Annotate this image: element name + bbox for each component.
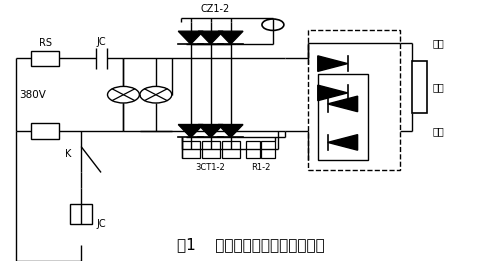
Text: JC: JC [96,37,106,47]
Polygon shape [198,31,223,44]
Polygon shape [218,31,243,44]
Text: 380V: 380V [19,90,46,100]
Polygon shape [318,85,348,101]
Polygon shape [178,31,203,44]
Text: R1-2: R1-2 [251,163,270,172]
Polygon shape [218,124,243,138]
Bar [31,123,59,139]
Bar [318,74,368,160]
Text: 电磁: 电磁 [432,38,444,48]
Bar [182,141,200,158]
Bar [221,141,239,158]
Bar [31,51,59,66]
Text: 辊式: 辊式 [432,82,444,92]
Bar [412,61,427,113]
Text: CZ1-2: CZ1-2 [201,4,230,14]
Polygon shape [328,135,358,150]
Polygon shape [178,124,203,138]
Text: JC: JC [96,219,106,229]
Bar [261,141,275,158]
Text: 图1    电磁辊式磁选机电路原理图: 图1 电磁辊式磁选机电路原理图 [177,238,324,253]
Bar [308,30,400,170]
Polygon shape [328,96,358,112]
Polygon shape [318,56,348,71]
Text: RS: RS [39,38,52,48]
Bar [70,204,92,224]
Text: 磁轮: 磁轮 [432,126,444,136]
Polygon shape [198,124,223,138]
Bar [202,141,219,158]
Text: K: K [65,149,71,159]
Text: 3CT1-2: 3CT1-2 [196,163,225,172]
Bar [246,141,260,158]
